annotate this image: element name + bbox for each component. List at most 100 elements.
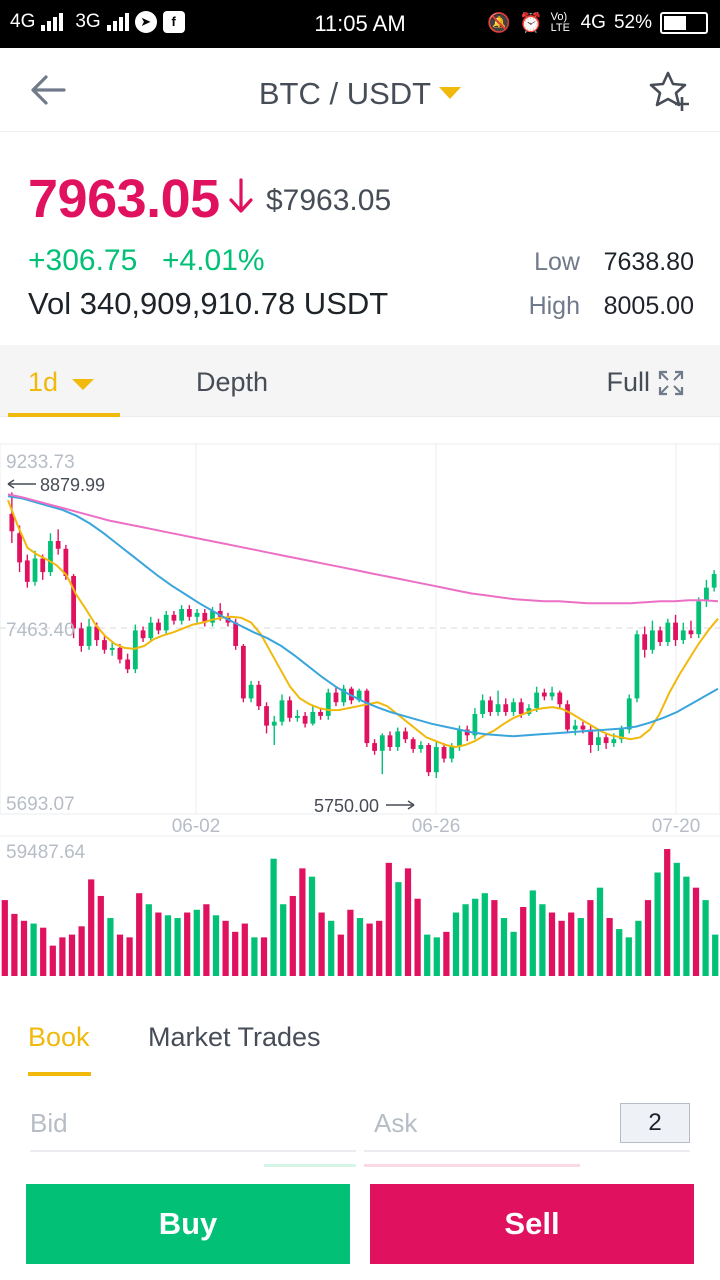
tab-book[interactable]: Book	[28, 1022, 90, 1052]
candle	[202, 612, 208, 623]
tab-market-trades[interactable]: Market Trades	[148, 1022, 321, 1052]
candle	[102, 640, 107, 650]
volume-bar	[443, 931, 450, 976]
candle	[325, 692, 331, 716]
volume-bar	[510, 931, 517, 976]
volume-bar	[222, 920, 229, 976]
candle	[48, 541, 53, 573]
divider	[30, 1150, 356, 1152]
candle	[680, 630, 686, 641]
candle	[140, 630, 146, 639]
y-label-mid: 7463.40	[6, 620, 75, 641]
y-label-bottom: 5693.07	[6, 794, 75, 815]
volume-bar	[280, 904, 287, 976]
volume-bar	[366, 923, 373, 976]
candle	[233, 622, 239, 646]
volume-bar	[78, 926, 85, 976]
candle	[603, 737, 609, 744]
volume-bar	[20, 920, 28, 976]
volume-max-label: 59487.64	[6, 842, 86, 863]
candle	[642, 634, 648, 650]
interval-selector[interactable]: 1d	[8, 345, 120, 417]
candle	[549, 692, 555, 697]
volume-bar	[500, 918, 508, 976]
pair-selector[interactable]: BTC / USDT	[0, 76, 720, 112]
candlestick-chart[interactable]: 9233.73 7463.40 5693.07 8879.99 5750.00 …	[0, 418, 720, 980]
candle	[711, 574, 717, 588]
candle	[132, 630, 138, 670]
network-3g-label: 3G	[75, 11, 101, 32]
low-marker: 5750.00	[314, 796, 415, 816]
candle	[71, 575, 76, 629]
candle	[572, 725, 578, 730]
candle	[704, 587, 709, 602]
candle	[580, 725, 586, 730]
volume-bar	[251, 937, 258, 976]
status-time: 11:05 AM	[314, 11, 406, 36]
candle	[487, 700, 493, 712]
candle	[557, 692, 563, 705]
volume-bar	[664, 849, 671, 976]
decimal-depth-select[interactable]: 2	[620, 1103, 690, 1143]
volume-bar	[337, 934, 344, 976]
candle	[186, 609, 192, 617]
x-label-2: 06-26	[412, 816, 461, 837]
x-label-3: 07-20	[652, 816, 701, 837]
volume-bar	[174, 918, 181, 976]
fullscreen-button[interactable]: Full	[606, 367, 684, 398]
candle	[418, 745, 424, 749]
candle	[117, 647, 123, 660]
candle	[696, 601, 702, 635]
volume-bar	[404, 868, 412, 976]
add-favorite-button[interactable]	[648, 70, 692, 112]
candle	[279, 700, 285, 722]
volume-bar	[30, 923, 37, 976]
tab-depth[interactable]: Depth	[196, 367, 269, 397]
candle	[410, 739, 416, 749]
candle	[156, 622, 161, 631]
network-4g-label-2: 4G	[580, 12, 606, 33]
volume-bar	[203, 904, 210, 976]
volume-bar	[385, 862, 392, 976]
candle	[32, 558, 38, 582]
candle	[318, 711, 323, 716]
volume-bar	[1, 900, 8, 976]
status-right: 🔕 ⏰ Vo) LTE 4G 52%	[487, 11, 708, 35]
candle	[379, 735, 385, 751]
candle	[55, 541, 61, 549]
buy-button[interactable]: Buy	[26, 1184, 350, 1264]
candle	[634, 634, 640, 699]
candle	[364, 690, 370, 744]
candle	[302, 715, 308, 724]
volume-bar	[270, 858, 277, 976]
volume-bar	[126, 937, 133, 976]
candle	[619, 729, 624, 740]
volume-bar	[635, 920, 642, 976]
volume-bar	[520, 907, 527, 976]
chart-toolbar: 1d Depth Full	[0, 345, 720, 417]
back-button[interactable]	[28, 72, 68, 108]
sell-button[interactable]: Sell	[370, 1184, 694, 1264]
volume-bar	[587, 900, 594, 976]
divider	[364, 1150, 690, 1152]
fullscreen-label: Full	[606, 367, 650, 397]
candle	[503, 704, 509, 712]
volume-bar	[241, 923, 248, 976]
volume-24h: Vol 340,909,910.78 USDT	[28, 286, 389, 321]
volume-bar	[395, 882, 402, 976]
volume-bar	[424, 934, 431, 976]
volume-bar	[596, 887, 604, 976]
app-header: BTC / USDT	[0, 48, 720, 132]
low-label: Low	[534, 248, 580, 276]
volume-bar	[97, 895, 104, 976]
candle	[464, 729, 470, 736]
volume-bar	[260, 937, 268, 976]
candle	[179, 609, 185, 621]
volume-bar	[145, 904, 152, 976]
interval-label: 1d	[28, 367, 59, 397]
volume-bar	[193, 909, 200, 976]
moving-average-line	[7, 493, 719, 605]
volume-bar	[558, 920, 565, 976]
ask-header: Ask	[374, 1108, 418, 1138]
candle	[472, 713, 478, 736]
